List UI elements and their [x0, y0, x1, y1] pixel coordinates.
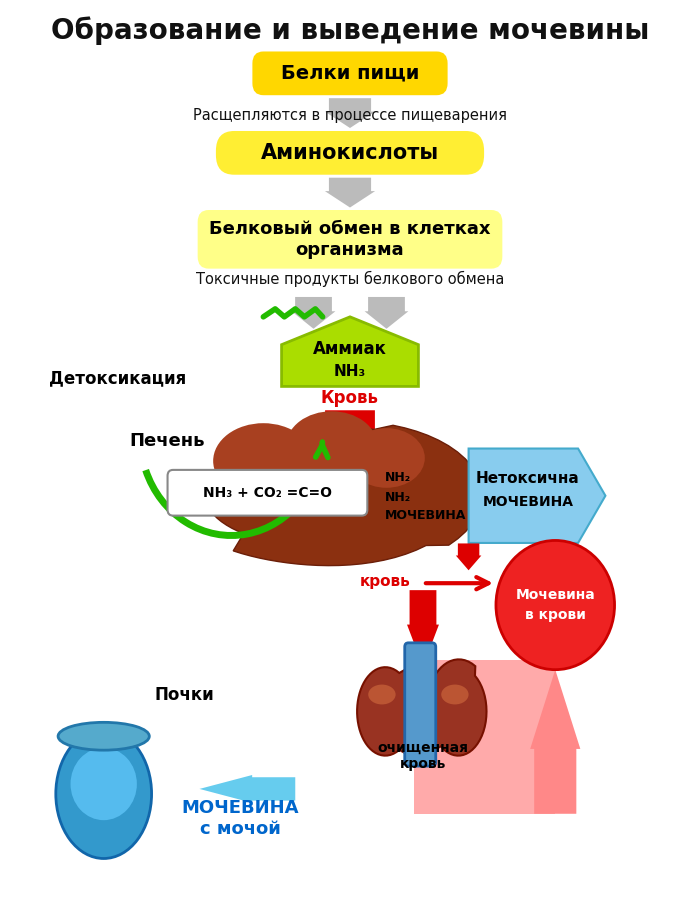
Text: Печень: Печень	[130, 432, 205, 450]
Text: МОЧЕВИНА: МОЧЕВИНА	[482, 495, 573, 508]
Text: NH₃: NH₃	[334, 364, 366, 379]
Polygon shape	[357, 667, 419, 756]
Text: Токсичные продукты белкового обмена: Токсичные продукты белкового обмена	[196, 271, 504, 287]
Polygon shape	[456, 544, 482, 570]
Polygon shape	[407, 590, 439, 667]
Text: кровь: кровь	[359, 573, 410, 589]
FancyBboxPatch shape	[197, 210, 503, 269]
Ellipse shape	[56, 729, 152, 859]
Text: NH₃ + CO₂ =C=O: NH₃ + CO₂ =C=O	[204, 486, 332, 500]
Polygon shape	[281, 317, 419, 387]
Text: Аммиак: Аммиак	[313, 340, 387, 358]
Polygon shape	[292, 297, 335, 329]
Polygon shape	[325, 178, 375, 207]
Text: Детоксикация: Детоксикация	[49, 370, 186, 388]
Text: Белковый обмен в клетках
организма: Белковый обмен в клетках организма	[209, 220, 491, 259]
Ellipse shape	[441, 685, 468, 705]
FancyBboxPatch shape	[414, 660, 555, 814]
Text: МОЧЕВИНА: МОЧЕВИНА	[385, 509, 466, 522]
Polygon shape	[204, 425, 482, 565]
Text: Аминокислоты: Аминокислоты	[261, 143, 439, 163]
Text: очищенная
кровь: очищенная кровь	[377, 741, 468, 771]
FancyBboxPatch shape	[167, 470, 368, 516]
Ellipse shape	[69, 747, 138, 821]
Text: Мочевина: Мочевина	[515, 588, 595, 602]
FancyBboxPatch shape	[405, 643, 436, 766]
Text: NH₂: NH₂	[385, 491, 411, 505]
Polygon shape	[199, 775, 295, 803]
Ellipse shape	[368, 685, 395, 705]
Text: Образование и выведение мочевины: Образование и выведение мочевины	[51, 16, 649, 45]
Polygon shape	[468, 448, 606, 543]
Ellipse shape	[58, 722, 149, 750]
Ellipse shape	[214, 423, 314, 498]
FancyBboxPatch shape	[253, 52, 447, 95]
Polygon shape	[321, 410, 379, 458]
Text: NH₂: NH₂	[385, 471, 411, 485]
Text: в крови: в крови	[525, 608, 586, 622]
Text: Белки пищи: Белки пищи	[281, 63, 419, 82]
Text: Нетоксична: Нетоксична	[476, 471, 580, 487]
Polygon shape	[530, 670, 580, 814]
Text: Почки: Почки	[154, 686, 214, 704]
Text: Кровь: Кровь	[321, 390, 379, 408]
FancyBboxPatch shape	[216, 131, 484, 175]
Polygon shape	[325, 98, 375, 128]
Polygon shape	[426, 660, 486, 756]
Circle shape	[496, 541, 615, 670]
Ellipse shape	[348, 429, 425, 487]
Polygon shape	[365, 297, 408, 329]
Ellipse shape	[286, 411, 377, 481]
Text: МОЧЕВИНА
с мочой: МОЧЕВИНА с мочой	[182, 799, 300, 838]
Text: Расщепляются в процессе пищеварения: Расщепляются в процессе пищеварения	[193, 108, 507, 122]
